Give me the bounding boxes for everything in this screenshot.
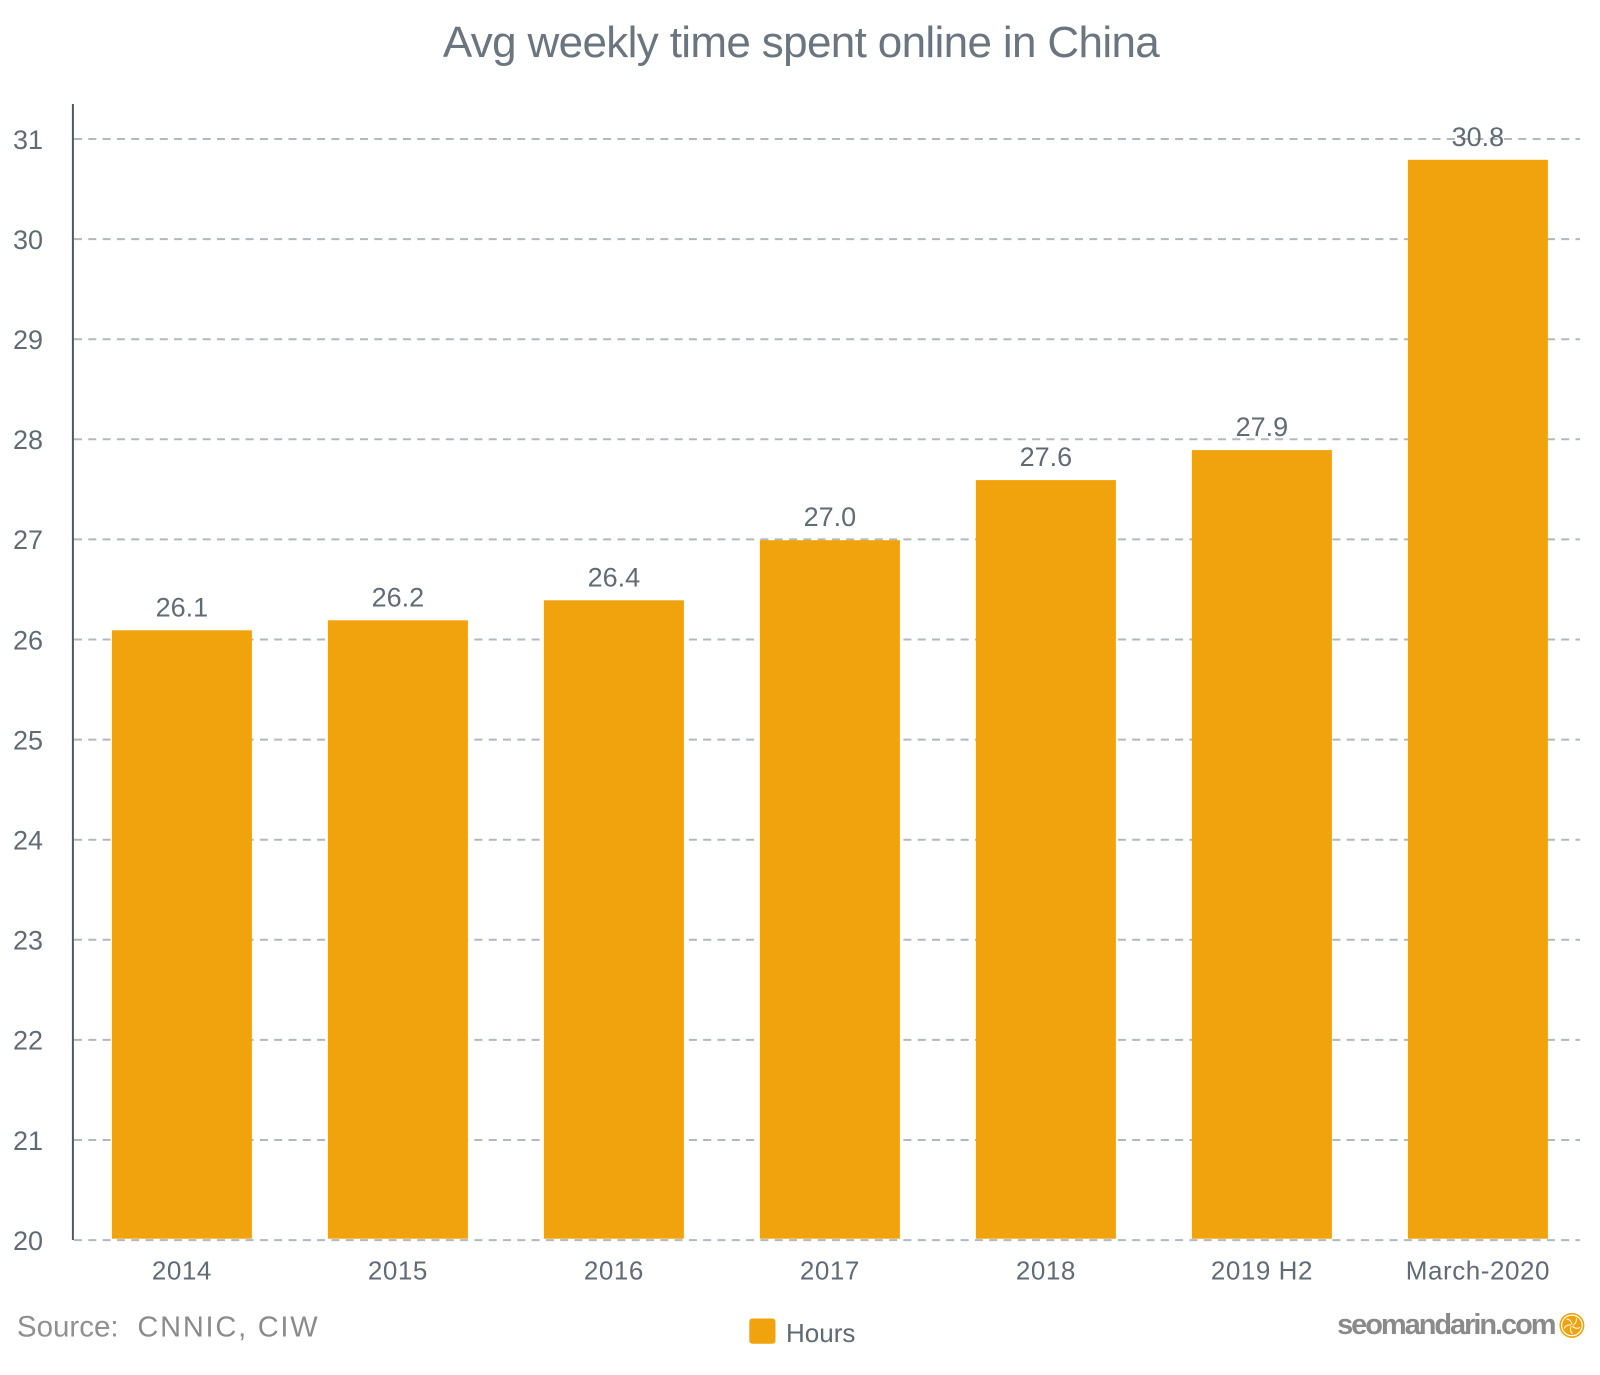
svg-text:30.8: 30.8	[1452, 122, 1505, 152]
svg-text:2017: 2017	[800, 1256, 860, 1286]
svg-text:30: 30	[13, 225, 43, 255]
svg-text:26.1: 26.1	[156, 592, 209, 622]
svg-text:Source:: Source:	[17, 1311, 119, 1344]
svg-text:27.9: 27.9	[1236, 412, 1289, 442]
svg-text:26.4: 26.4	[588, 562, 641, 592]
svg-text:21: 21	[13, 1126, 43, 1156]
svg-text:27: 27	[13, 525, 43, 555]
svg-text:Avg weekly time spent online i: Avg weekly time spent online in China	[443, 18, 1160, 67]
svg-text:2018: 2018	[1016, 1256, 1076, 1286]
svg-text:2016: 2016	[584, 1256, 644, 1286]
svg-text:26.2: 26.2	[372, 582, 425, 612]
svg-text:24: 24	[13, 826, 43, 856]
svg-text:27.0: 27.0	[804, 502, 857, 532]
svg-text:CNNIC, CIW: CNNIC, CIW	[137, 1312, 319, 1344]
svg-text:29: 29	[13, 325, 43, 355]
svg-text:26: 26	[13, 625, 43, 655]
svg-text:22: 22	[13, 1026, 43, 1056]
svg-text:seomandarin.com: seomandarin.com	[1337, 1309, 1555, 1341]
svg-text:Hours: Hours	[786, 1318, 855, 1348]
svg-text:2014: 2014	[152, 1256, 212, 1286]
svg-text:March-2020: March-2020	[1406, 1256, 1550, 1286]
svg-text:2015: 2015	[368, 1256, 428, 1286]
svg-text:20: 20	[13, 1226, 43, 1256]
svg-text:27.6: 27.6	[1020, 442, 1073, 472]
svg-text:25: 25	[13, 725, 43, 755]
svg-text:23: 23	[13, 926, 43, 956]
svg-text:2019 H2: 2019 H2	[1211, 1256, 1313, 1286]
svg-text:28: 28	[13, 425, 43, 455]
svg-text:31: 31	[13, 125, 43, 155]
